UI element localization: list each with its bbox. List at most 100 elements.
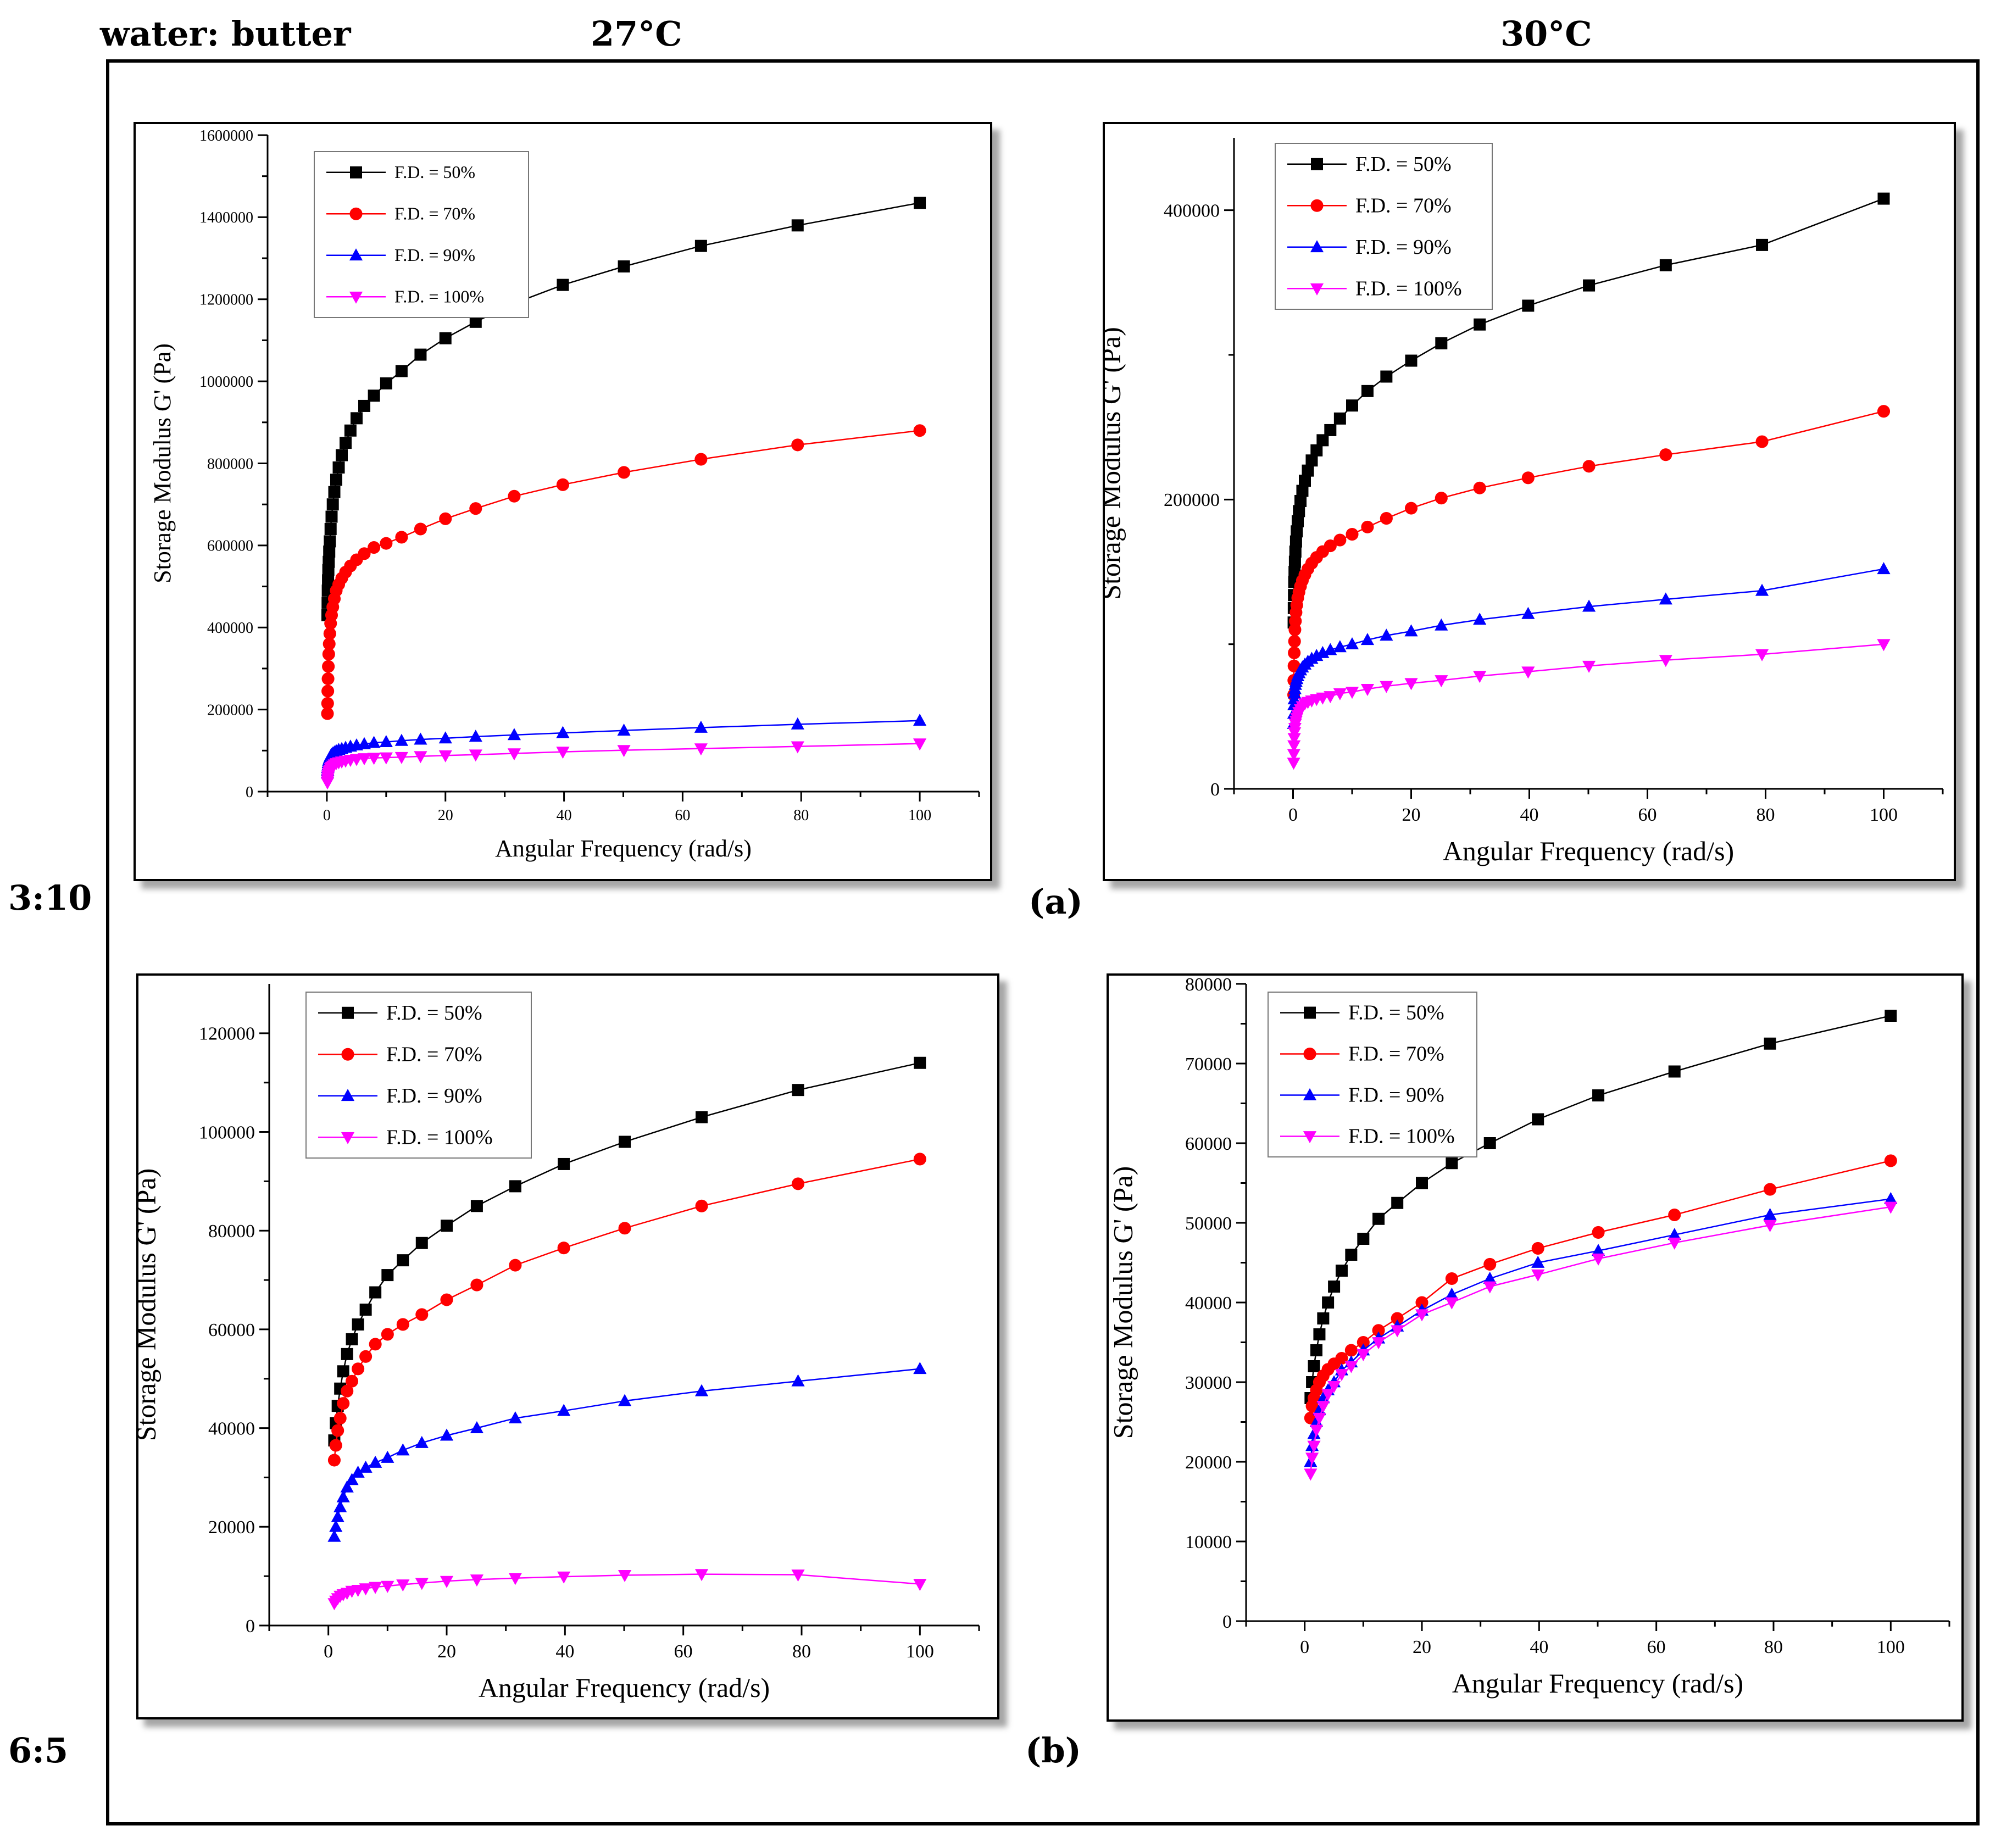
series-2 [1287,562,1891,729]
legend-marker [1304,1006,1316,1019]
data-point [369,1286,382,1299]
legend-marker [1311,158,1323,170]
data-point [694,240,707,252]
data-point [1592,1089,1605,1101]
data-point [1372,1212,1385,1225]
chart-b27: 0 20 40 60 80 100 0 20000 40000 60000 80000 100000 1… [138,984,980,1703]
data-point [507,748,521,761]
data-point [324,535,336,548]
data-point [1288,634,1301,648]
x-tick-label: 40 [1520,805,1539,825]
data-point [1287,758,1300,770]
data-point [469,730,482,742]
data-point [556,726,570,738]
x-axis-label: Angular Frequency (rad/s) [495,835,752,862]
data-point [380,537,393,550]
data-point [440,1576,454,1588]
data-point [439,512,452,525]
x-tick-label: 40 [555,1641,574,1662]
legend-label: F.D. = 90% [1355,236,1452,259]
y-tick-label: 10000 [1185,1532,1232,1552]
data-point [1764,1183,1777,1196]
data-point [439,332,452,344]
data-point [508,1411,522,1423]
data-point [1316,1401,1330,1413]
data-point [331,1424,344,1437]
y-tick-label: 40000 [1185,1293,1232,1313]
x-axis-label: Angular Frequency (rad/s) [1452,1668,1743,1699]
legend-marker [342,1006,354,1019]
series-2 [327,1362,927,1542]
data-point [1380,681,1393,693]
data-point [470,1200,483,1212]
y-tick-label: 0 [246,1616,255,1637]
data-point [1667,1237,1681,1250]
data-point [1531,1242,1544,1255]
data-point [379,752,393,765]
legend-marker [349,248,363,261]
data-point [1371,1337,1386,1350]
data-point [325,510,338,523]
y-axis-label: Storage Modulus G' (Pa) [1105,327,1126,599]
data-point [1531,1255,1545,1268]
temp-30-header: 30°C [1500,14,1592,54]
data-point [1473,481,1486,494]
data-point [1474,318,1486,331]
series-line [1310,1206,1891,1474]
legend-label: F.D. = 90% [394,245,475,265]
data-point [1313,1328,1326,1340]
y-tick-label: 70000 [1185,1054,1232,1075]
data-point [1335,1369,1349,1382]
data-point [333,1500,347,1512]
data-point [1483,1137,1496,1149]
data-point [322,648,335,661]
ratio-header: water: butter [100,14,351,54]
data-point [913,714,927,726]
series-3 [1304,1201,1898,1481]
x-tick-label: 0 [324,1641,333,1662]
data-point [617,745,631,758]
x-tick-label: 100 [908,807,931,824]
legend-label: F.D. = 50% [1348,1001,1444,1025]
data-point [1294,494,1307,507]
series-3 [327,1569,927,1611]
data-point [321,697,334,710]
data-point [1299,475,1311,487]
data-point [1313,1403,1326,1416]
data-point [1346,399,1358,412]
x-tick-label: 60 [1647,1637,1666,1657]
series-line [333,1368,920,1537]
data-point [345,1473,359,1485]
data-point [341,1384,354,1398]
data-point [336,1490,350,1502]
legend: F.D. = 50% F.D. = 70% F.D. = 90% F.D. = 100… [1275,143,1493,310]
legend-box [1268,992,1477,1157]
data-point [1346,527,1359,541]
data-point [395,531,408,544]
data-point [1582,660,1596,673]
legend-label: F.D. = 50% [1355,153,1452,176]
data-point [1360,633,1375,645]
data-point [352,1318,364,1331]
data-point [1582,460,1596,473]
data-point [1316,692,1330,705]
data-point [1357,1349,1370,1361]
data-point [438,731,452,744]
data-point [327,1529,341,1542]
data-point [1333,412,1346,425]
data-point [1307,1427,1321,1439]
y-tick-label: 400000 [1164,201,1220,221]
data-point [1287,733,1301,745]
panel-tag-a: (a) [1029,882,1083,922]
y-axis-label: Storage Modulus G' (Pa) [1109,1166,1138,1439]
legend: F.D. = 50% F.D. = 70% F.D. = 90% F.D. = 100… [314,151,529,318]
data-point [470,1421,484,1433]
data-point [791,438,804,452]
data-point [1361,385,1374,397]
data-point [1305,454,1318,467]
data-point [1344,1361,1358,1373]
data-point [1405,354,1418,367]
y-tick-label: 60000 [208,1320,255,1340]
data-point [415,1435,429,1448]
data-point [557,1404,571,1416]
